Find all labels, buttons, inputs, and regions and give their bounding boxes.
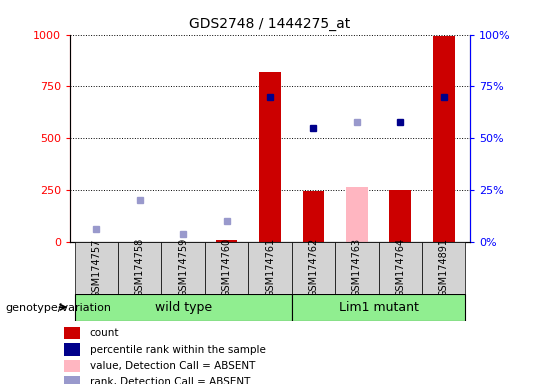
Bar xyxy=(64,360,80,372)
Bar xyxy=(259,72,281,242)
Bar xyxy=(118,242,161,294)
Bar xyxy=(205,242,248,294)
Text: GSM174758: GSM174758 xyxy=(134,238,145,298)
Text: value, Detection Call = ABSENT: value, Detection Call = ABSENT xyxy=(90,361,255,371)
Bar xyxy=(292,294,465,321)
Bar xyxy=(422,242,465,294)
Bar xyxy=(346,187,368,242)
Text: percentile rank within the sample: percentile rank within the sample xyxy=(90,344,266,354)
Text: GSM174763: GSM174763 xyxy=(352,238,362,297)
Bar xyxy=(215,240,238,242)
Bar xyxy=(335,242,379,294)
Text: GDS2748 / 1444275_at: GDS2748 / 1444275_at xyxy=(190,17,350,31)
Text: GSM174762: GSM174762 xyxy=(308,238,319,298)
Text: count: count xyxy=(90,328,119,338)
Text: Lim1 mutant: Lim1 mutant xyxy=(339,301,418,314)
Text: GSM174757: GSM174757 xyxy=(91,238,102,298)
Bar xyxy=(64,376,80,384)
Text: GSM174891: GSM174891 xyxy=(438,238,449,297)
Bar xyxy=(302,191,325,242)
Text: rank, Detection Call = ABSENT: rank, Detection Call = ABSENT xyxy=(90,377,250,384)
Bar xyxy=(292,242,335,294)
Text: GSM174759: GSM174759 xyxy=(178,238,188,298)
Bar xyxy=(379,242,422,294)
Bar xyxy=(161,242,205,294)
Bar xyxy=(389,190,411,242)
Text: genotype/variation: genotype/variation xyxy=(5,303,111,313)
Bar xyxy=(433,36,455,242)
Text: wild type: wild type xyxy=(154,301,212,314)
Bar xyxy=(75,294,292,321)
Bar xyxy=(75,242,118,294)
Text: GSM174764: GSM174764 xyxy=(395,238,406,297)
Bar xyxy=(64,327,80,339)
Bar xyxy=(248,242,292,294)
Text: GSM174761: GSM174761 xyxy=(265,238,275,297)
Text: GSM174760: GSM174760 xyxy=(221,238,232,297)
Bar xyxy=(64,343,80,356)
